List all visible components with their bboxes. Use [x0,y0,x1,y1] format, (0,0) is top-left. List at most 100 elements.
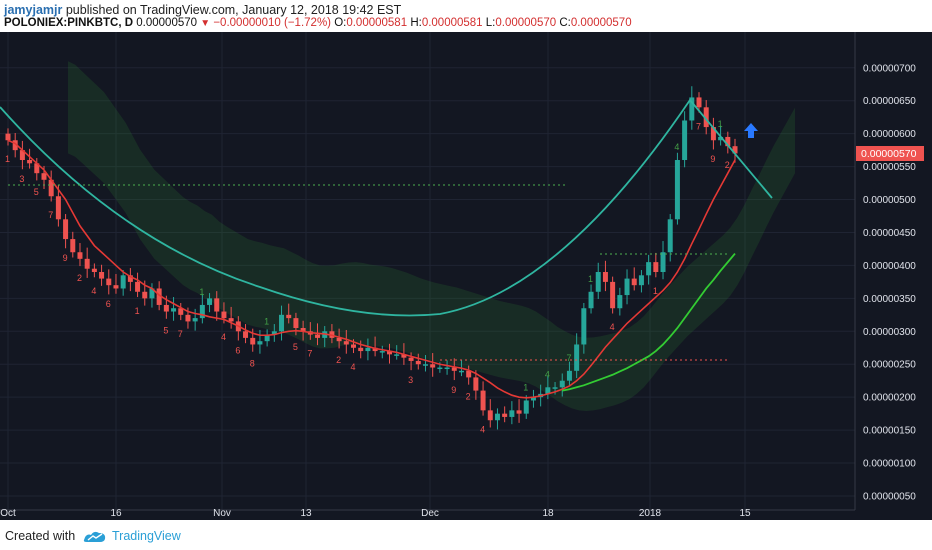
symbol-quote-line: POLONIEX:PINKBTC, D 0.00000570 ▼ −0.0000… [4,17,632,29]
candle-body [113,285,119,289]
candle-body [34,163,40,174]
chart-background [0,32,932,520]
candle-body [653,262,659,273]
candle-body [473,377,479,391]
candle [451,358,457,381]
open-value: 0.00000581 [346,17,408,29]
candle [106,269,112,295]
sequence-marker: 4 [91,286,96,296]
price-tick-label: 0.00000450 [863,228,916,239]
candle-body [487,410,493,421]
candle [127,268,133,292]
time-tick-label: 18 [542,508,554,519]
candle-body [451,367,457,371]
last-price: 0.00000570 [136,17,198,29]
candle-body [379,351,385,353]
candle-body [99,272,105,279]
candle [365,338,371,361]
sequence-marker: 1 [523,382,528,392]
candle [257,329,263,354]
candle-body [574,344,580,371]
candle-body [502,413,508,417]
candle [358,340,364,359]
candle-body [70,239,76,253]
sequence-marker: 7 [566,353,571,363]
sequence-marker: 8 [250,358,255,368]
time-tick-label: Oct [0,508,16,519]
price-tick-label: 0.00000350 [863,294,916,305]
sequence-marker: 1 [588,274,593,284]
candle-body [358,347,364,352]
high-value: 0.00000581 [421,17,483,29]
tradingview-brand-link[interactable]: TradingView [112,529,181,543]
sequence-marker: 9 [63,253,68,263]
candle-body [279,314,285,332]
sequence-marker: 9 [451,385,456,395]
time-tick-label: 13 [300,508,312,519]
candle [473,370,479,400]
candle [710,117,716,150]
candle [487,399,493,428]
time-axis[interactable]: Oct 16 Nov 13 Dec 18 2018 15 [0,508,751,519]
candle [135,272,141,298]
price-tick-label: 0.00000600 [863,129,916,140]
candle-body [509,410,515,417]
candle-body [703,107,709,128]
candle-body [142,291,148,299]
candle-body [250,337,256,345]
price-tick-label: 0.00000700 [863,63,916,74]
sequence-marker: 1 [5,154,10,164]
candle-body [458,370,464,373]
candle [595,262,601,300]
candle [99,264,105,286]
created-with-text: Created with [5,529,76,543]
candle-body [84,258,90,269]
price-tick-label: 0.00000500 [863,195,916,206]
candle [494,408,500,430]
ichimoku-cloud [68,61,795,412]
candle-body [185,314,191,322]
candle [178,302,184,321]
candle-body [718,136,724,141]
candle-body [163,304,169,312]
candle [660,241,666,280]
sma-fast-line [7,139,736,399]
last-price-tag-bg [856,146,924,161]
candle [286,303,292,324]
candle-body [214,298,220,312]
candle [617,287,623,316]
time-tick-label: 16 [110,508,122,519]
candle [77,243,83,267]
candle-body [674,160,680,220]
price-change: −0.00000010 (−1.72%) [213,17,331,29]
candle [682,111,688,168]
sequence-marker: 2 [336,355,341,365]
time-tick-label: Nov [213,508,231,519]
candle-body [638,275,644,286]
candle-body [55,196,61,220]
close-value: 0.00000570 [570,17,632,29]
sequence-marker: 1 [653,286,658,296]
candle-body [581,308,587,345]
sequence-marker: 1 [718,119,723,129]
candle-body [682,120,688,161]
candle-body [696,97,702,108]
candle [199,293,205,324]
price-tick-label: 0.00000200 [863,393,916,404]
author-link[interactable]: jamyjamjr [4,3,63,17]
candle-body [480,390,486,411]
sequence-marker: 1 [264,317,269,327]
published-text: published on TradingView.com, January 12… [65,3,402,17]
candle-body [430,364,436,368]
price-axis[interactable]: 0.00000700 0.00000650 0.00000600 0.00000550… [863,63,916,502]
up-arrow-icon [744,123,758,138]
candle-body [5,133,11,141]
candle [113,273,119,294]
candle-body [624,278,630,296]
sequence-marker: 4 [480,424,485,434]
chart-header: jamyjamjr published on TradingView.com, … [0,0,932,32]
candle-body [552,387,558,389]
candle-body [545,387,551,394]
candle [120,270,126,296]
